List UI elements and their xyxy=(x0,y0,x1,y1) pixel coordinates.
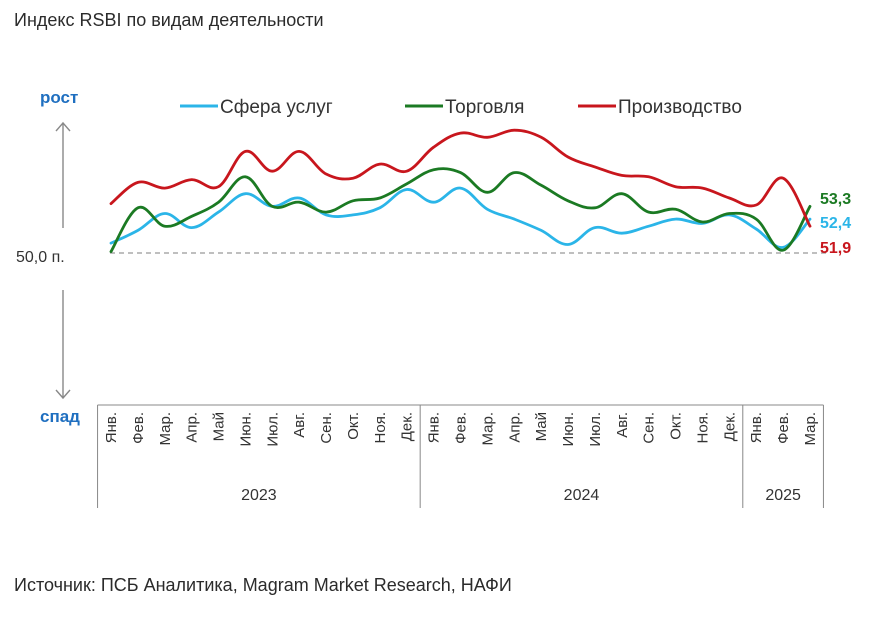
x-tick-label: Янв. xyxy=(103,412,120,443)
year-label-2024: 2024 xyxy=(564,487,600,504)
arrow-down-icon xyxy=(55,290,71,400)
x-tick-label: Май xyxy=(211,412,228,441)
x-tick-label: Авг. xyxy=(614,412,631,438)
x-tick-label: Сен. xyxy=(641,412,658,444)
x-tick-label: Авг. xyxy=(291,412,308,438)
x-tick-label: Окт. xyxy=(668,412,685,440)
x-tick-label: Ноя. xyxy=(372,412,389,443)
x-tick-label: Янв. xyxy=(426,412,443,443)
chart-title: Индекс RSBI по видам деятельности xyxy=(14,10,324,30)
series-line-0 xyxy=(109,186,812,249)
axis-up-label: рост xyxy=(40,88,78,107)
x-tick-label: Июн. xyxy=(560,412,577,446)
legend-label-1: Торговля xyxy=(445,97,524,118)
series-line-1 xyxy=(109,167,812,253)
x-tick-label: Май xyxy=(533,412,550,441)
x-tick-label: Ноя. xyxy=(694,412,711,443)
series-group xyxy=(109,128,812,253)
x-tick-label: Дек. xyxy=(399,412,416,441)
x-tick-label: Июл. xyxy=(264,412,281,447)
x-tick-label: Янв. xyxy=(748,412,765,443)
x-tick-label: Фев. xyxy=(775,412,792,444)
legend-label-0: Сфера услуг xyxy=(220,97,333,118)
legend-label-2: Производство xyxy=(618,97,742,118)
x-tick-label: Июл. xyxy=(587,412,604,447)
source-note: Источник: ПСБ Аналитика, Magram Market R… xyxy=(14,575,512,595)
arrow-up-icon xyxy=(55,121,71,228)
reference-label: 50,0 п. xyxy=(16,249,65,266)
end-value-2: 51,9 xyxy=(820,240,851,257)
x-tick-label: Окт. xyxy=(345,412,362,440)
end-labels: 53,3 52,4 51,9 xyxy=(820,191,851,257)
x-tick-label: Мар. xyxy=(157,412,174,446)
legend: Сфера услуг Торговля Производство xyxy=(180,97,742,118)
x-tick-label: Мар. xyxy=(479,412,496,446)
x-tick-label: Фев. xyxy=(453,412,470,444)
x-tick-label: Апр. xyxy=(184,412,201,443)
x-axis: 2023 2024 2025 Янв. Фев. Мар. Апр. Май Июн. Июл. А… xyxy=(97,404,824,508)
series-line-2 xyxy=(109,128,812,228)
year-label-2025: 2025 xyxy=(765,487,801,504)
axis-down-label: спад xyxy=(40,407,80,426)
year-label-2023: 2023 xyxy=(241,487,277,504)
x-tick-label: Апр. xyxy=(506,412,523,443)
x-tick-label: Дек. xyxy=(721,412,738,441)
x-tick-label: Сен. xyxy=(318,412,335,444)
x-tick-label: Июн. xyxy=(237,412,254,446)
x-tick-label: Фев. xyxy=(130,412,147,444)
x-tick-label: Мар. xyxy=(802,412,819,446)
end-value-1: 53,3 xyxy=(820,191,851,208)
end-value-0: 52,4 xyxy=(820,215,851,232)
